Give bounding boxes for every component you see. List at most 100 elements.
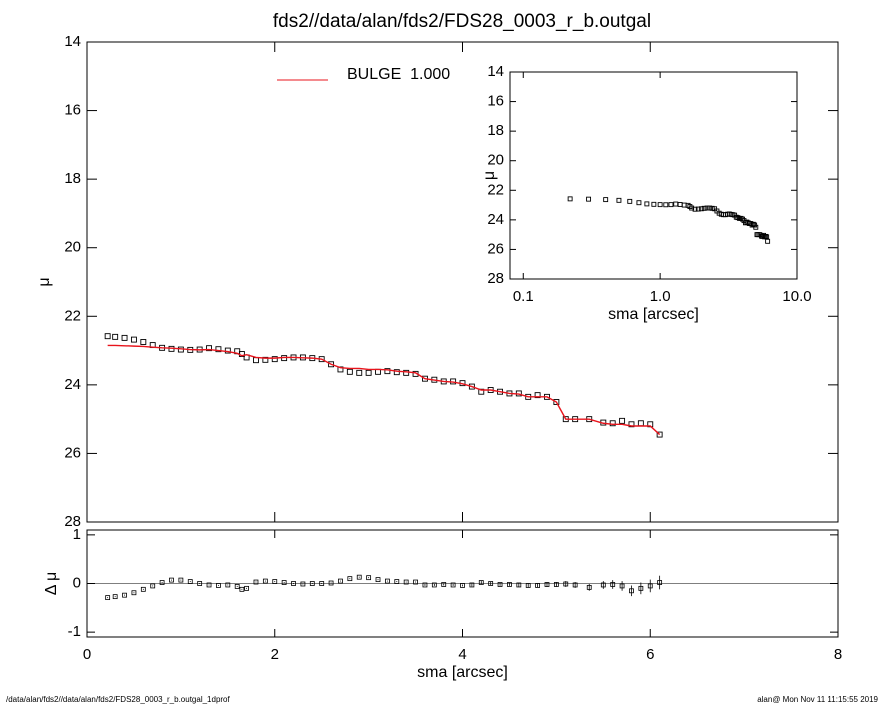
y-tick-label: -1: [68, 623, 81, 640]
data-point: [636, 200, 642, 206]
residual-point: [600, 582, 606, 588]
residual-point: [478, 580, 484, 585]
x-tick-label: 4: [458, 646, 466, 663]
residual-point: [403, 579, 409, 585]
data-point: [616, 197, 622, 203]
y-tick-label: 18: [64, 170, 81, 187]
residual-point: [150, 583, 156, 589]
data-point: [112, 333, 119, 340]
footer-left: /data/alan/fds2//data/alan/fds2/FDS28_00…: [6, 695, 231, 704]
residual-point: [159, 580, 165, 585]
y-tick-label: 14: [487, 63, 504, 80]
data-point: [271, 356, 278, 363]
residual-point: [356, 574, 362, 580]
data-point: [365, 369, 372, 376]
residual-point: [525, 583, 531, 588]
legend-label: BULGE 1.000: [347, 66, 450, 83]
data-point: [478, 388, 485, 395]
data-point: [637, 420, 644, 427]
residual-point: [281, 580, 287, 585]
residual-point: [309, 581, 315, 586]
data-point: [224, 347, 231, 354]
data-point: [765, 238, 771, 244]
residual-point: [366, 575, 372, 581]
residual-point: [469, 582, 475, 588]
residual-point: [234, 584, 240, 589]
residual-point: [122, 592, 127, 598]
data-point: [668, 202, 674, 208]
x-tick-label: 2: [271, 646, 279, 663]
y-tick-label: 22: [487, 181, 504, 198]
residual-point: [347, 576, 353, 582]
y-tick-label: 16: [64, 102, 81, 119]
data-point: [657, 202, 663, 208]
residual-point: [112, 594, 118, 600]
data-point: [704, 205, 710, 211]
residual-point: [657, 580, 663, 585]
residual-point: [375, 577, 381, 583]
residual-point: [460, 583, 465, 588]
residual-point: [178, 577, 184, 583]
data-point: [754, 232, 760, 238]
y-tick-label: 16: [487, 93, 504, 110]
residual-point: [638, 585, 644, 591]
footer-right: alan@ Mon Nov 11 11:15:55 2019: [757, 695, 878, 704]
residual-point: [300, 581, 306, 587]
data-point: [673, 201, 679, 207]
data-point: [707, 205, 713, 211]
y-tick-label: 24: [64, 376, 81, 393]
residual-point: [413, 579, 418, 585]
residual-point: [441, 582, 447, 587]
x-axis-label: sma [arcsec]: [417, 664, 508, 681]
data-point: [644, 201, 650, 207]
residual-point: [544, 582, 550, 587]
data-point: [701, 205, 707, 211]
residual-point: [507, 582, 512, 587]
data-point: [628, 421, 635, 428]
residual-point: [516, 582, 522, 588]
data-point: [468, 383, 475, 390]
residual-point: [384, 578, 390, 584]
data-point: [663, 202, 669, 208]
x-tick-label: 1.0: [650, 288, 671, 305]
y-tick-label: 14: [64, 33, 81, 50]
residual-point: [394, 579, 400, 584]
residual-point: [291, 581, 296, 586]
residual-point: [225, 582, 231, 588]
residual-point: [431, 582, 437, 588]
residual-point: [187, 579, 193, 584]
model-line: [107, 344, 661, 436]
data-point: [677, 202, 683, 207]
y-tick-label: 26: [64, 444, 81, 461]
residual-point: [610, 582, 616, 587]
residual-point: [586, 584, 592, 590]
residual-point: [422, 582, 428, 588]
y-tick-label: 20: [487, 152, 504, 169]
y-tick-label: 24: [487, 211, 504, 228]
x-tick-label: 0.1: [513, 288, 534, 305]
data-point: [553, 399, 560, 405]
data-point: [206, 345, 212, 352]
chart-title: fds2//data/alan/fds2/FDS28_0003_r_b.outg…: [273, 11, 651, 32]
data-point: [534, 392, 541, 399]
data-point: [121, 334, 128, 341]
residual-point: [619, 583, 625, 589]
residual-point: [563, 581, 569, 587]
data-point: [346, 368, 353, 375]
x-tick-label: 10.0: [782, 288, 811, 305]
residual-point: [338, 578, 343, 584]
residual-point: [244, 585, 249, 591]
data-point: [393, 369, 400, 376]
data-point: [384, 368, 391, 375]
data-point: [609, 420, 616, 427]
data-point: [586, 196, 592, 202]
data-point: [651, 201, 657, 207]
residual-point: [169, 577, 174, 583]
residual-point: [140, 586, 146, 592]
residual-point: [497, 582, 503, 587]
residual-point: [131, 590, 137, 596]
data-point: [253, 357, 259, 364]
data-point: [740, 216, 745, 222]
data-point: [140, 339, 147, 345]
y-tick-label: 22: [64, 307, 81, 324]
